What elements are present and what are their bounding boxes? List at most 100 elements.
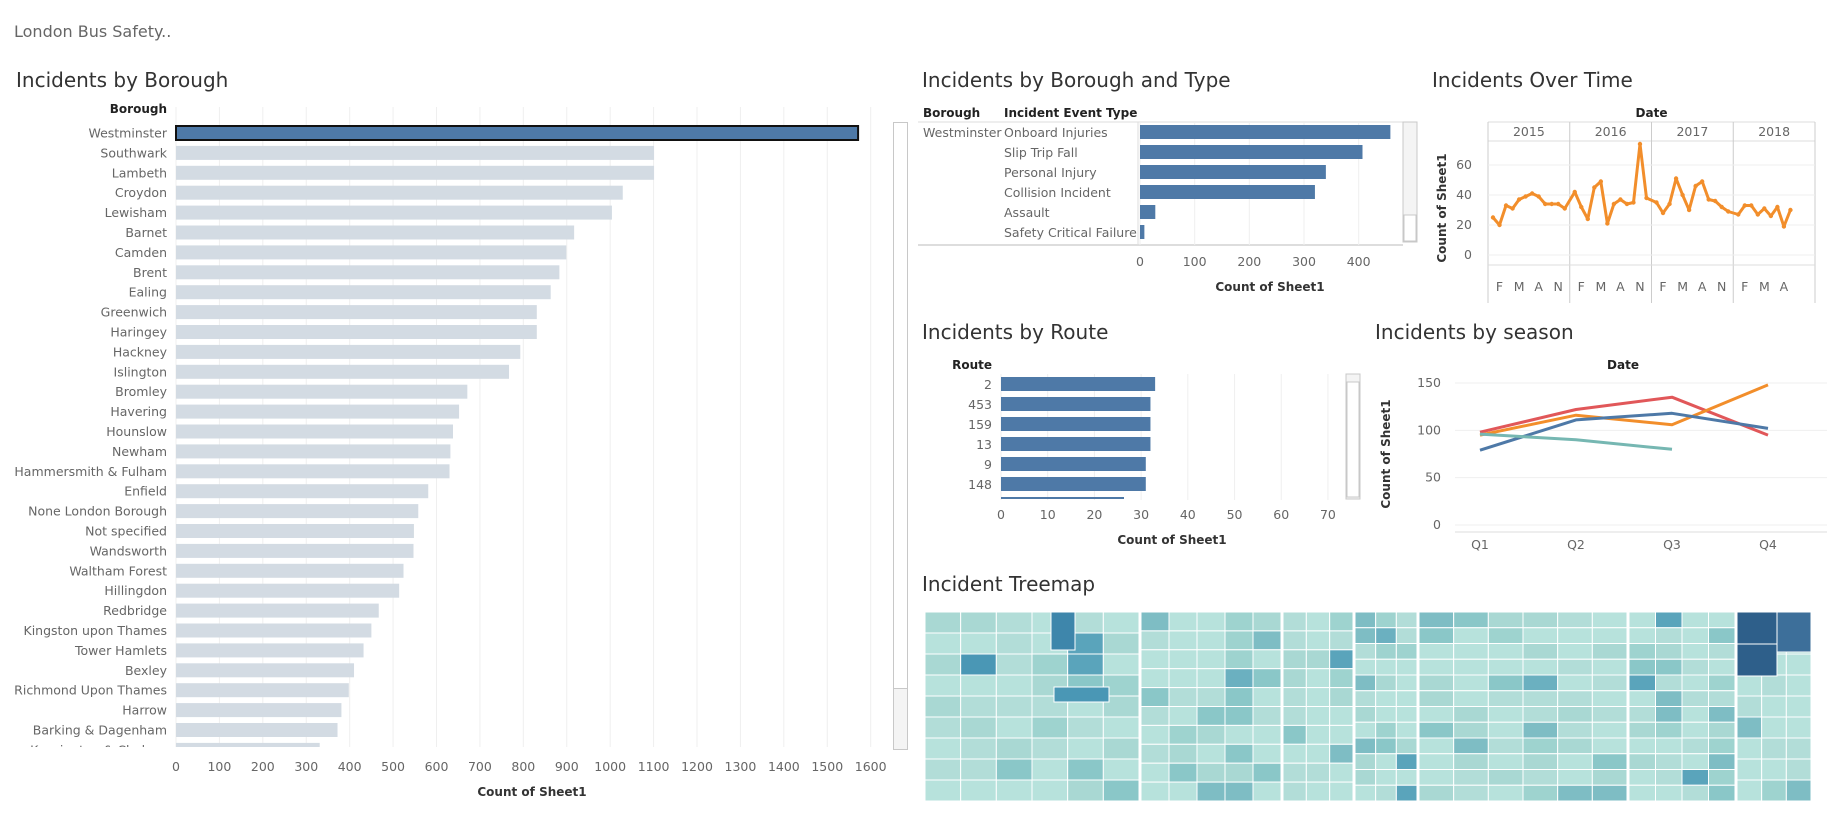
treemap-group[interactable] [924,611,1140,802]
treemap-tile [1375,674,1397,692]
treemap-tile [1761,695,1787,718]
treemap-tile [1329,743,1354,764]
time-month-label: A [1698,279,1707,294]
treemap-group[interactable] [1282,611,1354,802]
treemap-tile [1067,716,1104,739]
route-label: 9 [984,457,992,472]
treemap-tile [1375,611,1397,629]
borough-x-tick: 800 [511,759,535,774]
type-bar [1140,205,1156,219]
treemap-tile [960,653,997,676]
treemap-tile [1418,611,1455,629]
treemap-group[interactable] [1418,611,1628,802]
borough-bar [176,543,414,558]
treemap-tile [1224,781,1254,802]
treemap-tile [1140,649,1170,670]
borough-label: Not specified [85,524,167,539]
treemap-tile [1487,658,1524,676]
treemap-tile [1140,668,1170,689]
treemap-tile [1375,658,1397,676]
treemap-tile [1354,690,1377,707]
borough-bar [175,125,860,141]
treemap-tile [1557,706,1593,723]
treemap-tile [1736,758,1763,781]
time-point [1529,191,1535,196]
time-point [1516,197,1522,202]
route-bar [1001,457,1146,471]
treemap-tile [1785,695,1812,718]
dashboard-title: London Bus Safety.. [14,22,172,41]
treemap-group[interactable] [1628,611,1736,802]
treemap-tile [960,695,997,718]
treemap-tile [1224,630,1254,651]
time-point [1542,201,1548,207]
treemap-tile [1282,649,1307,670]
treemap-tile [1375,769,1397,786]
time-line-chart[interactable]: Date 2015 2016 2017 2018 0 20 40 60 Count of Shee… [1432,95,1827,310]
treemap-tile [1591,658,1628,676]
treemap-tile [1708,611,1736,629]
treemap-tile [1282,762,1307,783]
time-point [1523,194,1528,199]
treemap-tile [1708,690,1736,707]
treemap-tile [1453,706,1489,723]
borough-bar [176,703,342,718]
treemap-tile [1252,762,1282,783]
borough-bars[interactable]: Westminster Southwark Lambeth Croydon Lewish… [14,125,860,758]
treemap-tile [1196,724,1226,745]
type-col-borough: Borough [923,106,980,120]
treemap-tile [1031,758,1069,781]
treemap-tile [1681,658,1709,676]
borough-x-tick: 1400 [768,759,800,774]
treemap-tile [1354,753,1377,770]
treemap-tile [1375,627,1397,644]
treemap-tile [924,716,962,739]
borough-x-tick: 700 [468,759,492,774]
treemap-tile [1067,653,1104,676]
time-point [1667,201,1672,207]
route-label: 13 [976,437,992,452]
borough-label: Lewisham [105,205,167,220]
treemap-tile [1591,753,1628,770]
treemap-group[interactable] [1140,611,1282,802]
borough-label: Croydon [115,185,167,200]
route-x-tick: 40 [1180,507,1196,522]
treemap-tile [1168,649,1198,670]
treemap-tile [1224,611,1254,632]
treemap-tile [1067,758,1104,781]
treemap-tile [1395,611,1418,629]
incident-treemap[interactable] [924,611,1812,802]
treemap-tile [924,674,962,697]
season-line-chart[interactable]: Date 0 50 100 150 Count of Sheet1 Q1 Q2 Q3 Q4 [1375,350,1827,560]
borough-bar [176,563,404,578]
borough-bar-chart[interactable]: Borough Westminster Southwark Lambeth Croydo… [0,95,900,805]
time-month-label: N [1717,279,1726,294]
treemap-tile [1681,627,1709,644]
route-x-tick: 20 [1086,507,1102,522]
treemap-tile [1168,743,1198,764]
treemap-tile [1329,611,1354,632]
treemap-tile [1329,724,1354,745]
type-chart-title: Incidents by Borough and Type [922,68,1231,92]
season-y-label: Count of Sheet1 [1379,399,1393,508]
borough-scrollbar-thumb[interactable] [894,123,907,689]
treemap-tile [1395,784,1418,802]
time-y-label: Count of Sheet1 [1435,153,1449,262]
route-bar-chart[interactable]: Route 2 453 159 13 9 148 0 10 20 30 40 50 60 70 Count o… [918,350,1378,550]
time-point [1673,176,1679,181]
treemap-tile [960,611,997,634]
borough-bar [176,404,460,419]
borough-label: Hammersmith & Fulham [14,464,167,479]
borough-label: Wandsworth [90,543,167,558]
treemap-tile [1681,769,1709,786]
treemap-group[interactable] [1354,611,1418,802]
treemap-tile [1522,674,1559,692]
season-series-line [1479,432,1673,451]
borough-x-tick: 300 [294,759,318,774]
borough-scrollbar[interactable] [893,122,908,750]
borough-bar [176,364,510,379]
treemap-tile [960,674,997,697]
treemap-tile [1168,630,1198,651]
route-label: 2 [984,377,992,392]
